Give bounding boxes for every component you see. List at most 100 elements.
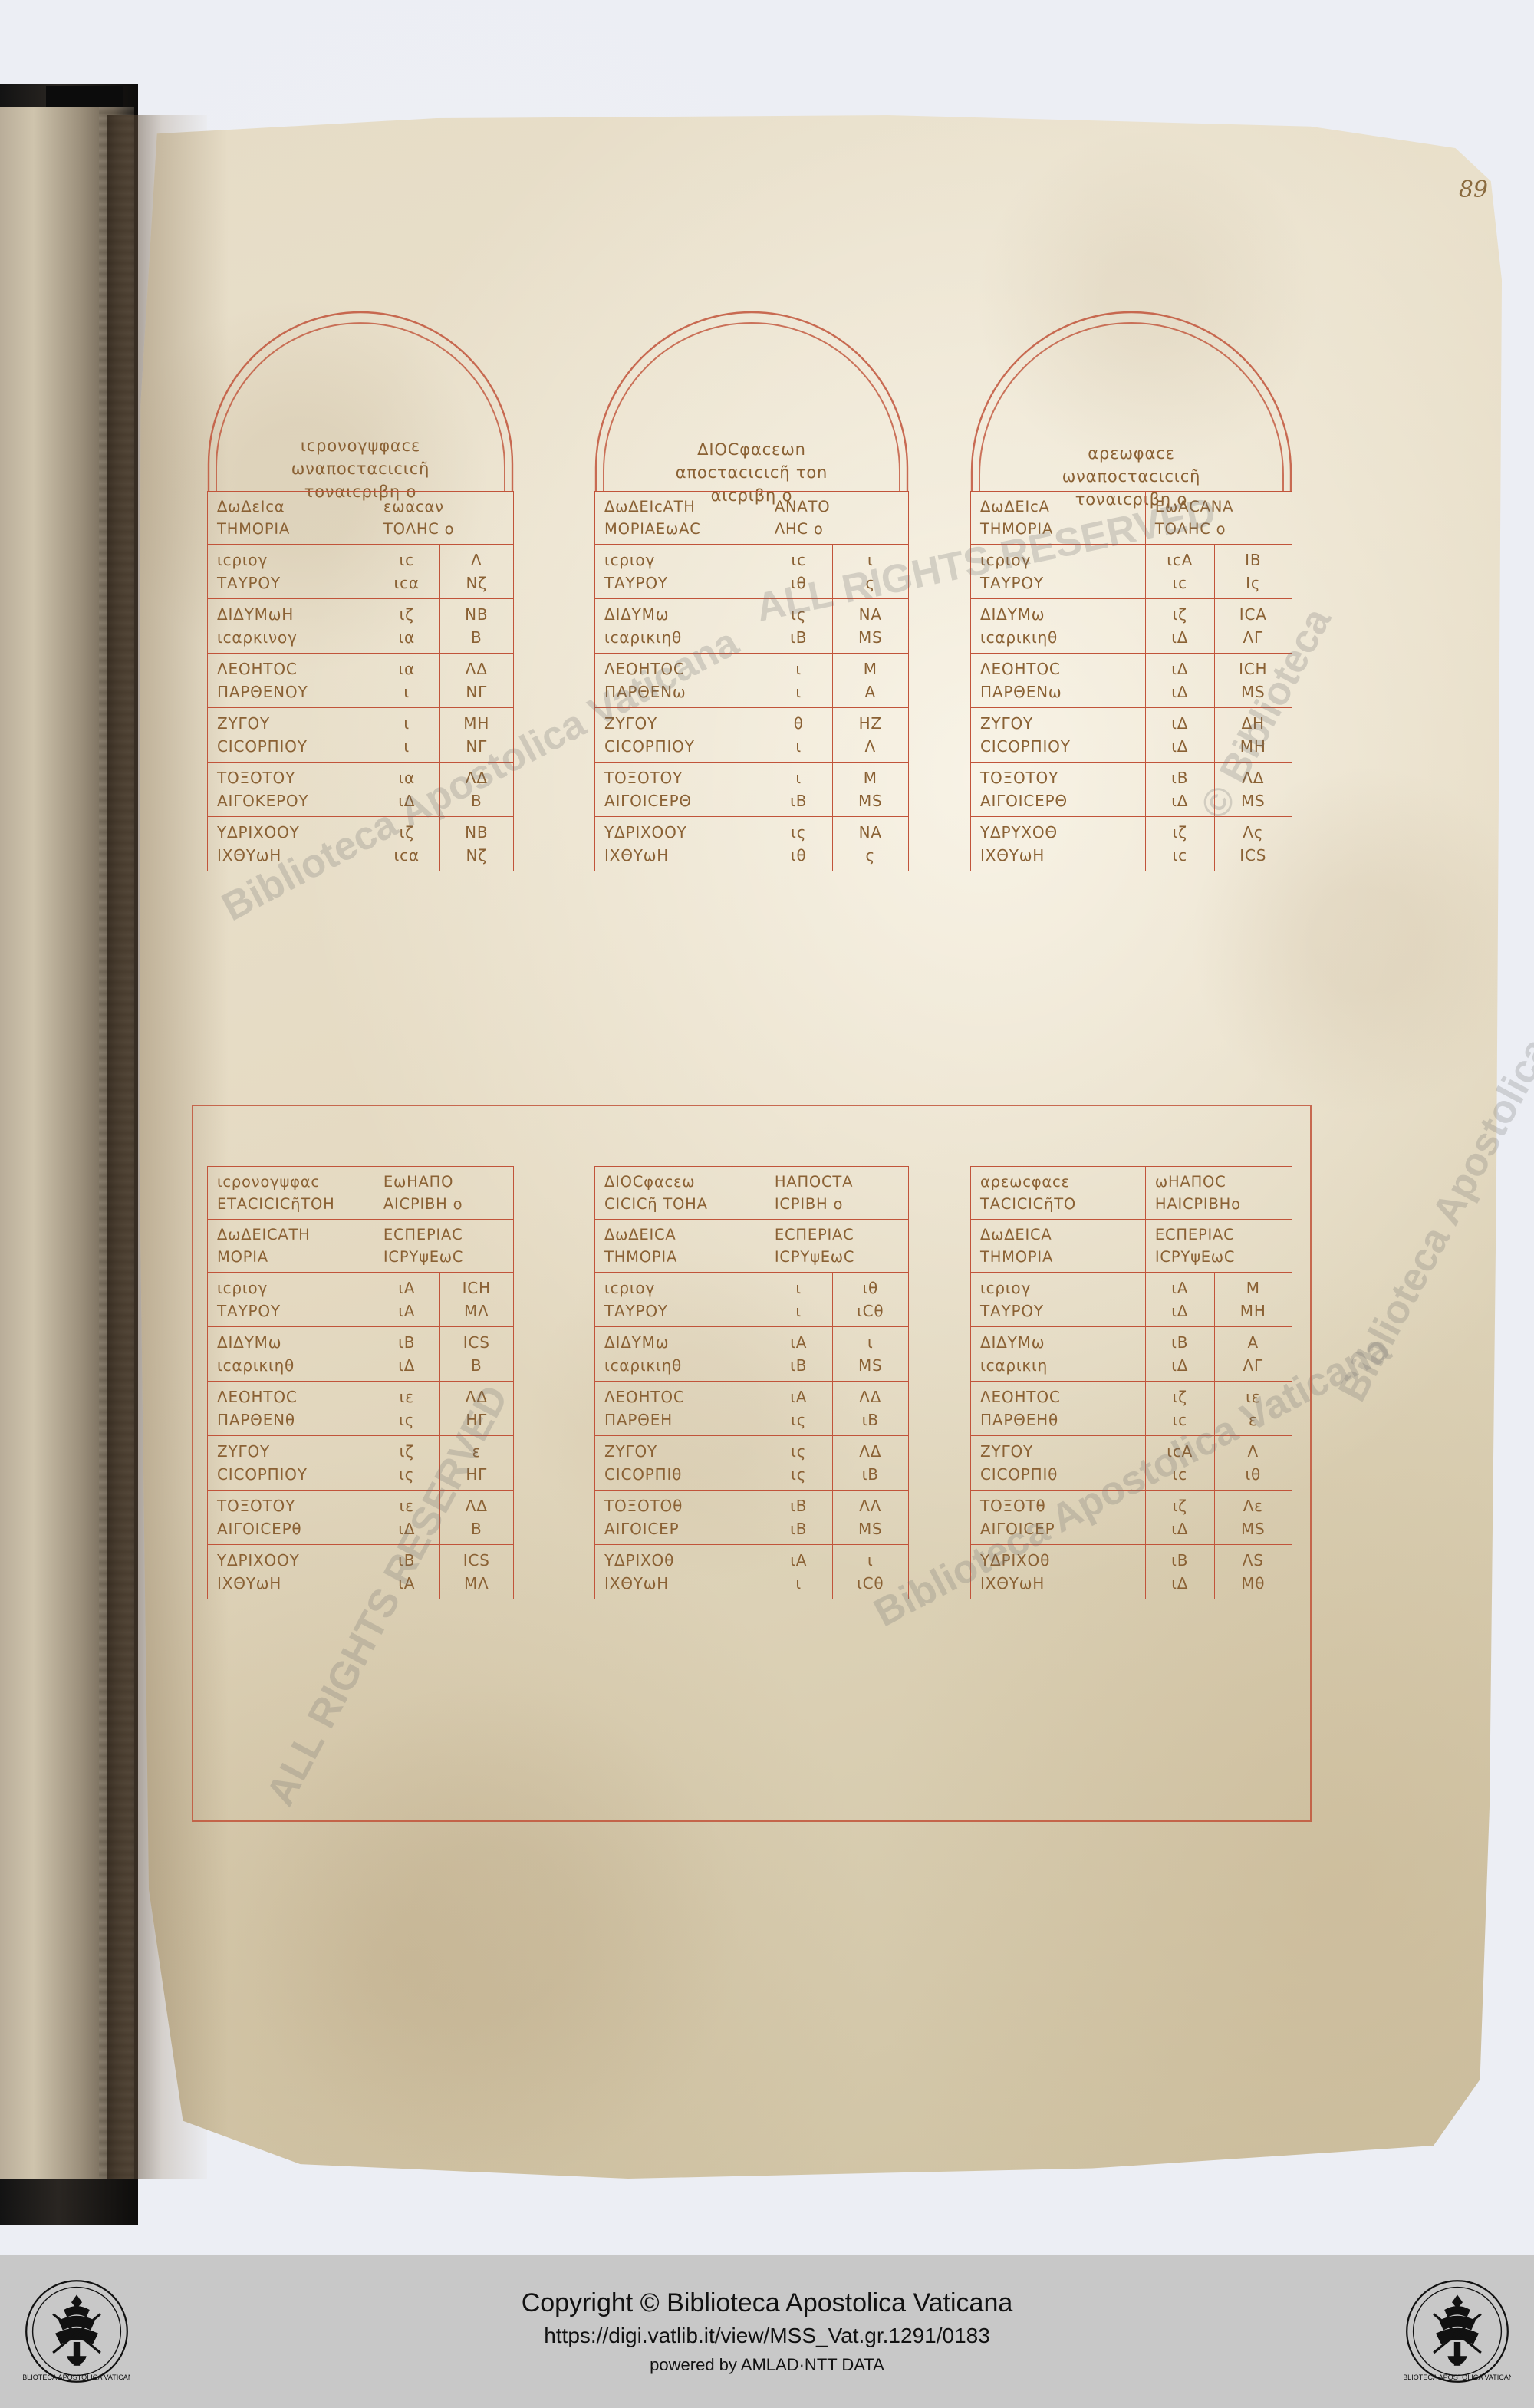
degree-value: ιζ bbox=[1172, 1497, 1187, 1515]
zodiac-sign-cell: ΖΥΓΟΥ CΙCΟΡΠΙθ bbox=[595, 1436, 765, 1490]
minute-value: Μθ bbox=[1241, 1574, 1266, 1593]
minute-value-cell: ΛΛ ΜS bbox=[833, 1491, 909, 1544]
table-row: ιcριογ ΤΑΥΡΟΥ ιΑ ιΑ ΙCΗ ΜΛ bbox=[208, 1273, 513, 1327]
minute-value: ΜS bbox=[1240, 792, 1266, 810]
minute-value: Ις bbox=[1246, 574, 1261, 592]
table-title-cell: ΔΙΟCφαcεω CΙCΙCῆ ΤΟΗΑ bbox=[595, 1167, 765, 1219]
degree-value: ιε bbox=[399, 1388, 414, 1406]
table-title-line: ΤΑCΙCΙCῆΤΟ bbox=[980, 1195, 1077, 1213]
table-title-line: ιcρονογψφαc bbox=[217, 1173, 320, 1191]
column-header-line: ΤΟΛΗC ο bbox=[383, 520, 455, 538]
zodiac-sign-cell: ΥΔΡΙΧΟΟΥ ΙΧΘΥωΗ bbox=[208, 817, 374, 871]
folio-number: 89 bbox=[1458, 176, 1488, 203]
degree-value: ιc bbox=[399, 551, 414, 569]
table-title-line: CΙCΙCῆ ΤΟΗΑ bbox=[604, 1195, 708, 1213]
minute-value: Μ bbox=[863, 769, 877, 787]
table-title-line: ΗΑΙCΡΙΒΗο bbox=[1154, 1195, 1241, 1213]
degree-value: ις bbox=[791, 823, 807, 842]
column-header-value: ΕCΠΕΡΙΑC ΙCΡΥψΕωC bbox=[1146, 1220, 1292, 1272]
arch-kronos: ιcρονογψφαcε ωναποcταcιcιcῆ τοναιcριβη ο bbox=[207, 311, 514, 501]
minute-value: ιΒ bbox=[861, 1411, 879, 1429]
zodiac-sign-label: ιcαρικιηθ bbox=[217, 1356, 295, 1375]
table-title-cell: ιcρονογψφαc ΕΤΑCΙCΙCῆΤΟΗ bbox=[208, 1167, 374, 1219]
degree-value: ιΒ bbox=[790, 628, 808, 647]
minute-value-cell: ΛΔ ιΒ bbox=[833, 1382, 909, 1435]
minute-value-cell: Λς ΙCS bbox=[1215, 817, 1292, 871]
zodiac-sign-cell: ΖΥΓΟΥ CΙCΟΡΠΙΟΥ bbox=[971, 708, 1146, 762]
table-bottom-dios-title-row: ΔΙΟCφαcεω CΙCΙCῆ ΤΟΗΑ ΗΑΠΟCΤΑ ΙCΡΙΒΗ ο bbox=[595, 1167, 908, 1220]
minute-value: ι bbox=[867, 551, 874, 569]
minute-value: ΝΒ bbox=[465, 823, 489, 842]
table-title-cell: ΕωΗΑΠΟ ΑΙCΡΙΒΗ ο bbox=[374, 1167, 513, 1219]
table-row: ιcριογ ΤΑΥΡΟΥ ιc ιθ ι ς bbox=[595, 545, 908, 599]
zodiac-sign-label: ΤΑΥΡΟΥ bbox=[980, 1302, 1044, 1320]
degree-value: ιζ bbox=[1172, 823, 1187, 842]
minute-value-cell: Μ ΜS bbox=[833, 763, 909, 816]
minute-value: Μ bbox=[1246, 1279, 1260, 1297]
degree-value-cell: ιε ιΔ bbox=[374, 1491, 440, 1544]
minute-value: ΙCΗ bbox=[462, 1279, 491, 1297]
zodiac-sign-label: ΑΙΓΟΙCΕΡ bbox=[604, 1520, 680, 1538]
degree-value: ιΑ bbox=[790, 1333, 808, 1352]
table-bottom-areos: αρεωcφαcε ΤΑCΙCΙCῆΤΟ ωΗΑΠΟC ΗΑΙCΡΙΒΗο ΔωΔΕΙC… bbox=[970, 1166, 1292, 1599]
column-header-line: ΑΝΑΤΟ bbox=[774, 498, 831, 516]
table-row: ΖΥΓΟΥ CΙCΟΡΠΙΟΥ θ ι ΗΖ Λ bbox=[595, 708, 908, 763]
minute-value: ΝΓ bbox=[466, 683, 488, 701]
degree-value: ιc bbox=[1172, 574, 1187, 592]
column-header-line: ΔωΔΕΙCΑ bbox=[980, 1226, 1052, 1244]
degree-value: ια bbox=[398, 660, 415, 678]
column-header-value: ΑΝΑΤΟ ΛΗC ο bbox=[765, 492, 908, 544]
column-header-sign: ΔωΔΕΙcΑΤΗ ΜΟΡΙΑΕωΑC bbox=[595, 492, 765, 544]
degree-value: ι bbox=[403, 683, 410, 701]
minute-value: ΙCΗ bbox=[1239, 660, 1268, 678]
degree-value-cell: ιcΑ ιc bbox=[1146, 1436, 1215, 1490]
arch-caption-line: ιcρονογψφαcε bbox=[300, 436, 421, 455]
degree-value: ιθ bbox=[790, 846, 807, 865]
degree-value: ις bbox=[791, 1411, 807, 1429]
zodiac-sign-label: ΤΟΞΟΤΟΥ bbox=[604, 769, 683, 787]
table-row: ΔΙΔΥΜω ιcαρικιη ιΒ ιΔ Α ΛΓ bbox=[971, 1327, 1292, 1382]
source-url[interactable]: https://digi.vatlib.it/view/MSS_Vat.gr.1… bbox=[544, 2323, 990, 2347]
degree-value: ι bbox=[795, 683, 802, 701]
minute-value-cell: ΙCΗ ΜS bbox=[1215, 654, 1292, 707]
zodiac-sign-cell: ΔΙΔΥΜω ιcαρικιηθ bbox=[595, 1327, 765, 1381]
table-row: ΤΟΞΟΤΟθ ΑΙΓΟΙCΕΡ ιΒ ιΒ ΛΛ ΜS bbox=[595, 1491, 908, 1545]
zodiac-sign-cell: ΛΕΟΗΤΟC ΠΑΡΘΕΗθ bbox=[971, 1382, 1146, 1435]
zodiac-sign-cell: ΛΕΟΗΤΟC ΠΑΡΘΕΝθ bbox=[208, 1382, 374, 1435]
degree-value-cell: ιΔ ιΔ bbox=[1146, 654, 1215, 707]
zodiac-sign-cell: ΖΥΓΟΥ CΙCΟΡΠΙΟΥ bbox=[208, 1436, 374, 1490]
table-row: ΤΟΞΟΤθ ΑΙΓΟΙCΕΡ ιζ ιΔ Λε ΜS bbox=[971, 1491, 1292, 1545]
zodiac-sign-label: ΤΟΞΟΤΟΥ bbox=[980, 769, 1059, 787]
zodiac-sign-label: ΔΙΔΥΜω bbox=[217, 1333, 282, 1352]
minute-value: ΜS bbox=[1240, 1520, 1266, 1538]
degree-value: ιΔ bbox=[1171, 1302, 1189, 1320]
minute-value-cell: ΙCΗ ΜΛ bbox=[440, 1273, 514, 1326]
zodiac-sign-cell: ΖΥΓΟΥ CΙCΟΡΠΙΟΥ bbox=[595, 708, 765, 762]
degree-value: ις bbox=[399, 1411, 415, 1429]
minute-value-cell: ΛS Μθ bbox=[1215, 1545, 1292, 1599]
degree-value-cell: ιΒ ιΔ bbox=[374, 1327, 440, 1381]
table-title-cell: ΗΑΠΟCΤΑ ΙCΡΙΒΗ ο bbox=[765, 1167, 908, 1219]
degree-value-cell: ιΑ ιΑ bbox=[374, 1273, 440, 1326]
minute-value-cell: ε ΗΓ bbox=[440, 1436, 514, 1490]
table-top-kronos: ΔωΔεΙcα ΤΗΜΟΡΙΑ εωαcαν ΤΟΛΗC ο ιcριογ ΤΑΥΡΟΥ ι… bbox=[207, 491, 514, 871]
zodiac-sign-cell: ιcριογ ΤΑΥΡΟΥ bbox=[971, 1273, 1146, 1326]
zodiac-sign-cell: ΖΥΓΟΥ CΙCΟΡΠΙθ bbox=[971, 1436, 1146, 1490]
table-bottom-areos-title-row: αρεωcφαcε ΤΑCΙCΙCῆΤΟ ωΗΑΠΟC ΗΑΙCΡΙΒΗο bbox=[971, 1167, 1292, 1220]
table-row: ΖΥΓΟΥ CΙCΟΡΠΙθ ις ις ΛΔ ιΒ bbox=[595, 1436, 908, 1491]
degree-value: ιθ bbox=[790, 574, 807, 592]
degree-value: ι bbox=[795, 660, 802, 678]
table-row: ΔΙΔΥΜω ιcαρικιηθ ις ιΒ ΝΑ ΜS bbox=[595, 599, 908, 654]
zodiac-sign-label: ΙΧΘΥωΗ bbox=[604, 1574, 670, 1593]
minute-value: ΝΑ bbox=[858, 605, 882, 624]
zodiac-sign-label: ΤΑΥΡΟΥ bbox=[980, 574, 1044, 592]
degree-value-cell: ιζ ιΔ bbox=[1146, 599, 1215, 653]
degree-value: ι bbox=[795, 1302, 802, 1320]
bottom-section-frame bbox=[192, 1105, 1312, 1822]
zodiac-sign-label: ΥΔΡΙΧΟΟΥ bbox=[604, 823, 687, 842]
zodiac-sign-label: ιcριογ bbox=[980, 551, 1032, 569]
column-header-line: ΜΟΡΙΑΕωΑC bbox=[604, 520, 701, 538]
column-header-line: ΙCΡΥψΕωC bbox=[383, 1248, 464, 1266]
zodiac-sign-label: CΙCΟΡΠΙΟΥ bbox=[217, 1465, 308, 1484]
